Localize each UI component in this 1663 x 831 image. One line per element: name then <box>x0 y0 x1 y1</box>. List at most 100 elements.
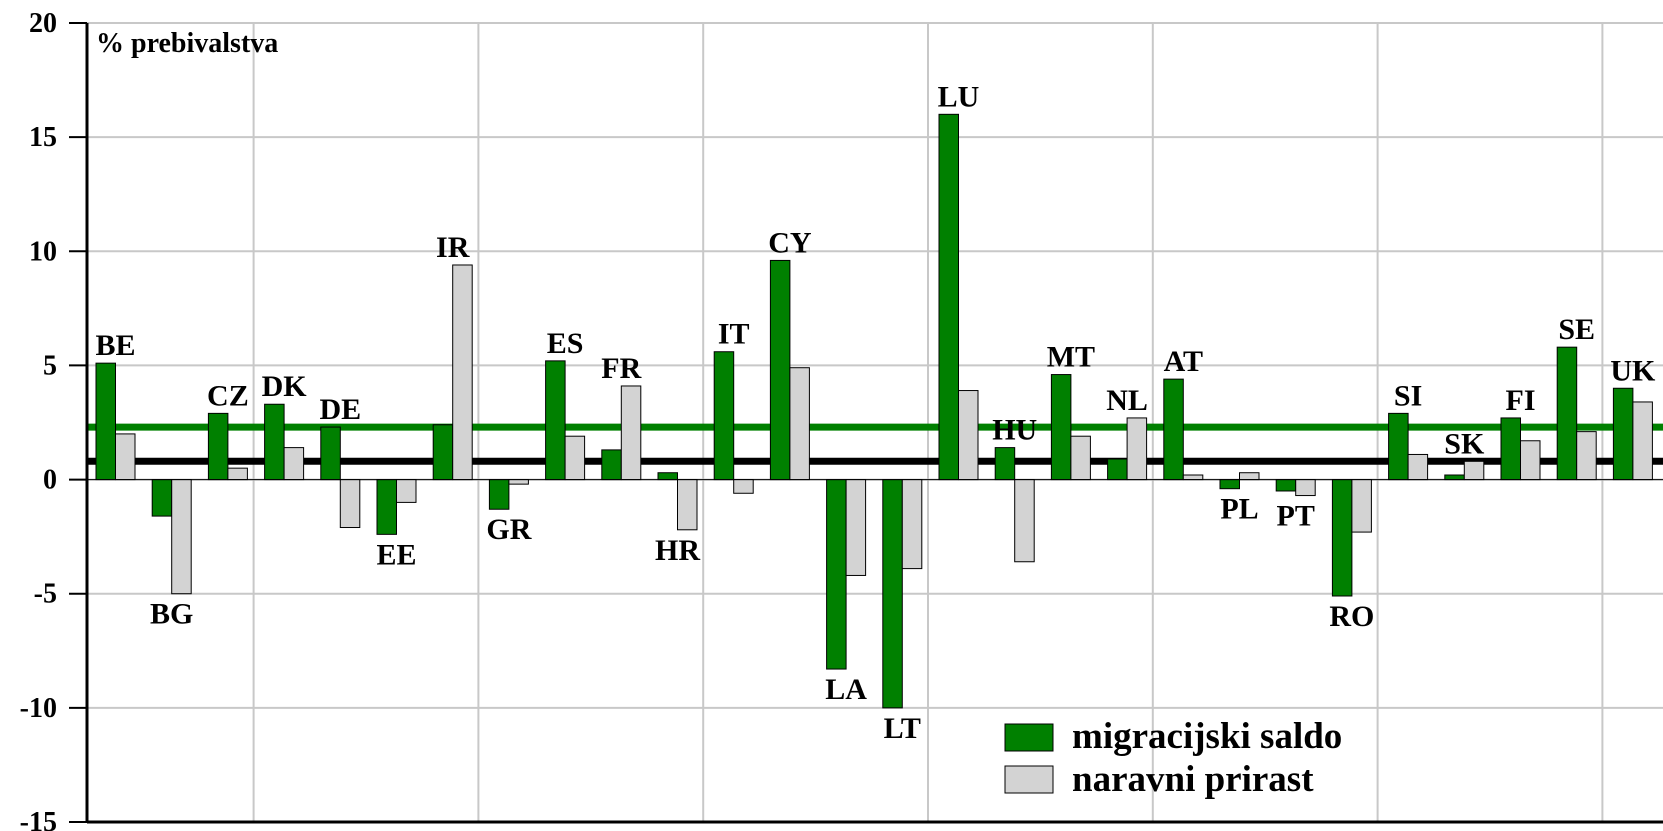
bar <box>453 265 473 480</box>
bar <box>1183 475 1203 480</box>
bar <box>770 260 790 479</box>
bar <box>172 480 192 594</box>
bar <box>284 448 304 480</box>
bar <box>433 425 453 480</box>
legend: migracijski saldo naravni prirast <box>1005 716 1342 800</box>
y-tick-label: 5 <box>43 350 57 381</box>
bar <box>1613 388 1633 479</box>
category-label: EE <box>376 538 416 571</box>
legend-label-migracijski-saldo: migracijski saldo <box>1072 716 1342 757</box>
y-tick-label: 10 <box>29 236 57 267</box>
legend-swatch-naravni-prirast <box>1005 766 1053 793</box>
y-tick-label: -5 <box>34 579 57 610</box>
bar <box>1296 480 1316 496</box>
bar <box>152 480 172 517</box>
bar <box>1051 375 1071 480</box>
bar <box>846 480 866 576</box>
bar <box>734 480 754 494</box>
bar <box>489 480 509 510</box>
bar <box>827 480 847 669</box>
category-label: LU <box>938 80 980 113</box>
bar <box>377 480 397 535</box>
bar <box>1276 480 1296 491</box>
bar <box>883 480 903 708</box>
bar <box>546 361 566 480</box>
category-label: AT <box>1164 345 1203 378</box>
y-tick-label: 0 <box>43 465 57 496</box>
bar <box>902 480 922 569</box>
category-label: RO <box>1329 600 1374 633</box>
bar <box>1352 480 1372 533</box>
category-label: CZ <box>207 379 249 412</box>
category-label: CY <box>768 226 812 259</box>
bar <box>1408 454 1428 479</box>
category-label: PL <box>1220 493 1258 526</box>
bar <box>1445 475 1465 480</box>
category-label: PT <box>1277 500 1315 533</box>
legend-swatch-migracijski-saldo <box>1005 724 1053 751</box>
bar <box>1071 436 1091 479</box>
category-label: HR <box>655 534 700 567</box>
bar <box>265 404 285 479</box>
bar <box>1240 473 1260 480</box>
category-label: BE <box>95 329 135 362</box>
category-label: LT <box>884 712 921 745</box>
bar <box>1464 461 1484 479</box>
bar <box>1015 480 1034 562</box>
bar <box>1389 413 1409 479</box>
category-label: BG <box>150 598 193 631</box>
y-tick-label: 15 <box>29 122 57 153</box>
legend-label-naravni-prirast: naravni prirast <box>1072 759 1314 800</box>
bar <box>1577 432 1597 480</box>
category-label: UK <box>1610 354 1656 387</box>
category-label: SI <box>1394 379 1422 412</box>
bar <box>509 480 529 485</box>
category-label: NL <box>1106 384 1148 417</box>
category-label: ES <box>547 327 584 360</box>
category-label: LA <box>825 673 867 706</box>
category-label: FI <box>1506 384 1536 417</box>
bar <box>939 114 959 479</box>
bar <box>678 480 698 530</box>
y-tick-label: 20 <box>29 8 57 39</box>
category-label: SE <box>1558 313 1595 346</box>
bar <box>228 468 248 479</box>
bar <box>790 368 810 480</box>
bar <box>1332 480 1352 596</box>
bar <box>1220 480 1240 489</box>
category-label: IR <box>436 231 470 264</box>
bar <box>1127 418 1147 480</box>
bar <box>116 434 136 480</box>
bar <box>208 413 228 479</box>
y-unit-label: % prebivalstva <box>96 28 278 59</box>
bar <box>959 391 979 480</box>
category-label: SK <box>1444 427 1485 460</box>
category-label: IT <box>718 318 750 351</box>
bar <box>1501 418 1521 480</box>
category-label: DE <box>319 393 361 426</box>
bar <box>658 473 678 480</box>
bar <box>565 436 585 479</box>
y-tick-label: -15 <box>20 807 57 831</box>
bar <box>340 480 360 528</box>
bar <box>602 450 622 480</box>
bar <box>1633 402 1653 480</box>
category-label: MT <box>1047 341 1095 374</box>
bar <box>995 448 1015 480</box>
category-label: FR <box>601 352 641 385</box>
bar <box>397 480 417 503</box>
bar <box>1164 379 1184 479</box>
country-labels: BE BG CZ DK DE EE IR GR ES FR HR IT CY LA LT LU HU MT NL AT… <box>95 80 1656 745</box>
bar <box>1108 459 1128 480</box>
y-tick-label: -10 <box>20 693 57 724</box>
category-label: DK <box>262 370 308 403</box>
bar <box>714 352 734 480</box>
bar <box>621 386 641 480</box>
bar <box>1521 441 1541 480</box>
category-label: HU <box>992 414 1037 447</box>
bar <box>96 363 116 479</box>
bar <box>321 427 341 480</box>
category-label: GR <box>486 513 531 546</box>
